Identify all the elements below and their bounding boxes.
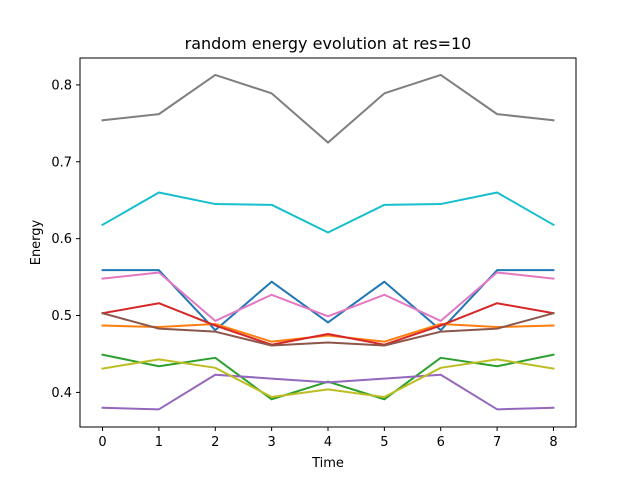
y-tick-label: 0.8 — [51, 78, 72, 93]
series-line-2 — [101, 322, 555, 343]
x-tick-label: 6 — [437, 435, 445, 450]
series-line-6 — [101, 311, 555, 347]
y-tick-label: 0.5 — [51, 309, 72, 324]
x-tick-label: 5 — [380, 435, 388, 450]
x-tick-label: 3 — [267, 435, 275, 450]
y-tick-label: 0.6 — [51, 232, 72, 247]
x-tick-label: 4 — [324, 435, 332, 450]
x-tick-label: 8 — [549, 435, 557, 450]
series-line-7 — [101, 271, 555, 322]
x-tick-label: 7 — [493, 435, 501, 450]
x-tick-label: 1 — [155, 435, 163, 450]
y-axis: 0.4 0.5 0.6 0.7 0.8 — [51, 78, 80, 401]
series-layer — [101, 73, 555, 411]
x-tick-label: 2 — [211, 435, 219, 450]
y-tick-label: 0.7 — [51, 155, 72, 170]
series-line-4 — [101, 302, 555, 346]
series-line-1 — [101, 269, 555, 332]
y-tick-label: 0.4 — [51, 386, 72, 401]
series-line-10 — [101, 191, 555, 234]
x-axis: 0 1 2 3 4 5 6 7 8 — [98, 427, 558, 450]
series-line-5 — [101, 373, 555, 411]
chart-title: random energy evolution at res=10 — [185, 34, 472, 53]
series-line-8 — [101, 73, 555, 144]
x-axis-label: Time — [311, 456, 344, 471]
series-line-9 — [101, 358, 555, 399]
y-axis-label: Energy — [29, 219, 44, 265]
x-tick-label: 0 — [98, 435, 106, 450]
plot-frame — [79, 57, 577, 428]
